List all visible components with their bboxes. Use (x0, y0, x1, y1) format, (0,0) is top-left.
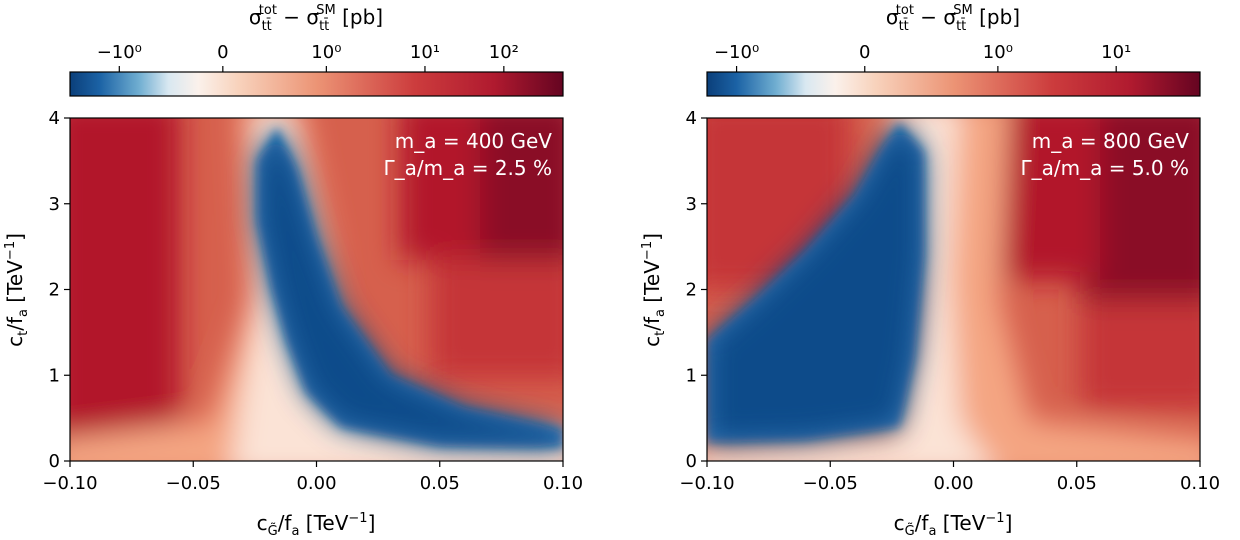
left-panel: σtt̄tot − σtt̄SM [pb] −10⁰ 0 10⁰ 10¹ 10² −0.… (3, 3, 583, 539)
y-tick-label: 0 (686, 451, 697, 472)
colorbar-title: σtt̄tot − σtt̄SM [pb] (886, 3, 1020, 34)
y-tick-label: 4 (49, 108, 60, 129)
y-axis-label: ct/fa [TeV−1] (3, 233, 31, 347)
colorbar-tick-label: 10¹ (410, 42, 440, 63)
colorbar-gradient (706, 71, 1201, 97)
annotation-mass: m_a = 800 GeV (1032, 129, 1190, 153)
y-tick-label: 2 (686, 280, 697, 301)
annotation-width: Γ_a/m_a = 5.0 % (1020, 156, 1189, 180)
x-axis-label: cG̃/fa [TeV−1] (894, 511, 1013, 539)
colorbar-tick-label: 10¹ (1101, 42, 1131, 63)
x-axis-label: cG̃/fa [TeV−1] (257, 511, 376, 539)
colorbar-tick-label: 10⁰ (311, 42, 341, 63)
colorbar-tick-label: 10⁰ (983, 42, 1013, 63)
colorbar-title: σtt̄tot − σtt̄SM [pb] (249, 3, 383, 34)
x-tick-label: −0.10 (42, 473, 97, 494)
colorbar-left: σtt̄tot − σtt̄SM [pb] −10⁰ 0 10⁰ 10¹ 10² (69, 3, 564, 97)
heatmap-right (707, 118, 1200, 461)
y-axis-label: ct/fa [TeV−1] (640, 233, 668, 347)
y-tick-label: 0 (49, 451, 60, 472)
x-tick-label: 0.05 (420, 473, 460, 494)
x-tick-label: 0.10 (543, 473, 583, 494)
y-tick-label: 1 (686, 365, 697, 386)
colorbar-tick-label: −10⁰ (97, 42, 142, 63)
colorbar-tick-label: −10⁰ (714, 42, 759, 63)
colorbar-tick-label: 0 (859, 42, 870, 63)
y-tick-label: 2 (49, 280, 60, 301)
colorbar-tick-label: 10² (489, 42, 519, 63)
x-tick-label: 0.00 (933, 473, 973, 494)
x-tick-label: 0.10 (1180, 473, 1220, 494)
annotation-mass: m_a = 400 GeV (395, 129, 553, 153)
y-tick-label: 3 (49, 194, 60, 215)
x-tick-label: −0.05 (803, 473, 858, 494)
x-tick-label: −0.05 (166, 473, 221, 494)
y-tick-label: 3 (686, 194, 697, 215)
right-panel: σtt̄tot − σtt̄SM [pb] −10⁰ 0 10⁰ 10¹ −0.10 −… (640, 3, 1220, 539)
colorbar-right: σtt̄tot − σtt̄SM [pb] −10⁰ 0 10⁰ 10¹ (706, 3, 1201, 97)
y-tick-label: 1 (49, 365, 60, 386)
y-tick-label: 4 (686, 108, 697, 129)
x-tick-label: 0.05 (1057, 473, 1097, 494)
colorbar-tick-label: 0 (217, 42, 228, 63)
x-tick-label: −0.10 (679, 473, 734, 494)
x-tick-label: 0.00 (296, 473, 336, 494)
colorbar-gradient (69, 71, 564, 97)
annotation-width: Γ_a/m_a = 2.5 % (383, 156, 552, 180)
heatmap-left (70, 118, 563, 461)
